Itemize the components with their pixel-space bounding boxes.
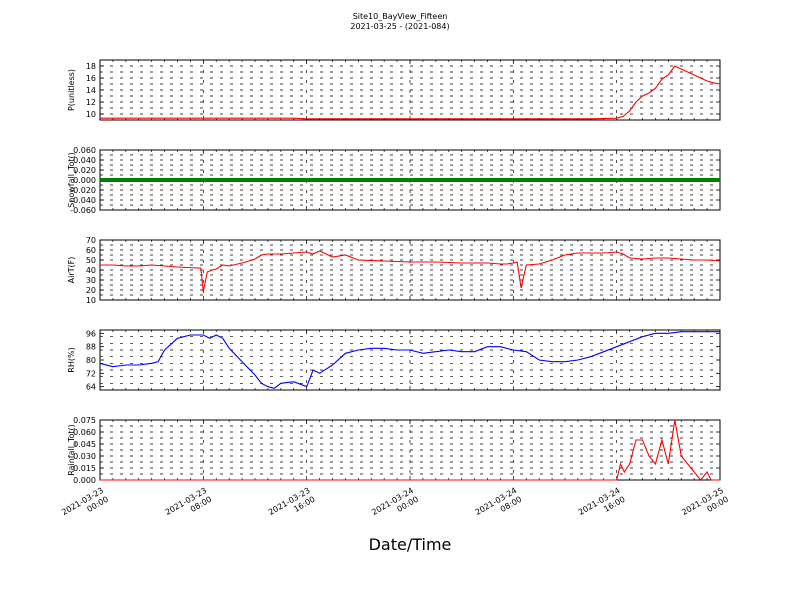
y-tick-label: -0.040	[70, 196, 96, 205]
x-tick-label: 2021-03-2300:00	[60, 486, 110, 526]
y-tick-label: 10	[86, 296, 96, 305]
series-line	[100, 250, 721, 293]
x-tick-label: 2021-03-2408:00	[474, 486, 524, 526]
y-tick-label: 0.015	[73, 464, 96, 473]
y-tick-label: 0.045	[73, 440, 96, 449]
y-axis-label: Snowfall_Tot()	[67, 152, 76, 208]
y-axis-label: P(unitless)	[67, 69, 76, 111]
x-tick-label: 2021-03-2308:00	[164, 486, 214, 526]
y-tick-label: 0.060	[73, 146, 96, 155]
y-tick-label: 0.000	[73, 176, 96, 185]
y-tick-label: 30	[86, 276, 96, 285]
y-tick-label: 12	[86, 98, 96, 107]
y-tick-label: 0.060	[73, 428, 96, 437]
y-tick-label: 50	[86, 256, 96, 265]
y-tick-label: 16	[86, 74, 96, 83]
y-tick-label: 10	[86, 110, 96, 119]
x-tick-label: 2021-03-2416:00	[577, 486, 627, 526]
x-tick-label: 2021-03-2500:00	[680, 486, 730, 526]
series-line	[99, 331, 720, 389]
y-tick-label: 18	[86, 62, 96, 71]
y-tick-label: -0.020	[70, 186, 96, 195]
y-tick-label: 70	[86, 236, 96, 245]
y-tick-label: 80	[86, 356, 96, 365]
y-tick-label: 0.040	[73, 156, 96, 165]
y-tick-label: -0.060	[70, 206, 96, 215]
y-tick-label: 20	[86, 286, 96, 295]
y-tick-label: 40	[86, 266, 96, 275]
y-tick-label: 0.075	[73, 416, 96, 425]
y-tick-label: 14	[86, 86, 96, 95]
y-axis-label: Rainfall_Tot()	[67, 424, 76, 476]
y-axis-label: AirT(F)	[67, 257, 76, 284]
chart-subtitle: 2021-03-25 - (2021-084)	[350, 22, 449, 31]
x-axis-label: Date/Time	[369, 535, 452, 554]
y-tick-label: 88	[86, 343, 96, 352]
y-tick-label: 0.030	[73, 452, 96, 461]
chart-title: Site10_BayView_Fifteen	[353, 12, 448, 21]
y-tick-label: 64	[86, 383, 96, 392]
series-line	[100, 419, 720, 481]
y-tick-label: 72	[86, 369, 96, 378]
y-tick-label: 60	[86, 246, 96, 255]
y-tick-label: 0.000	[73, 476, 96, 485]
series-line	[100, 65, 721, 120]
y-tick-label: 96	[86, 329, 96, 338]
x-tick-label: 2021-03-2400:00	[370, 486, 420, 526]
y-tick-label: 0.020	[73, 166, 96, 175]
x-tick-label: 2021-03-2316:00	[267, 486, 317, 526]
y-axis-label: RH(%)	[67, 347, 76, 372]
